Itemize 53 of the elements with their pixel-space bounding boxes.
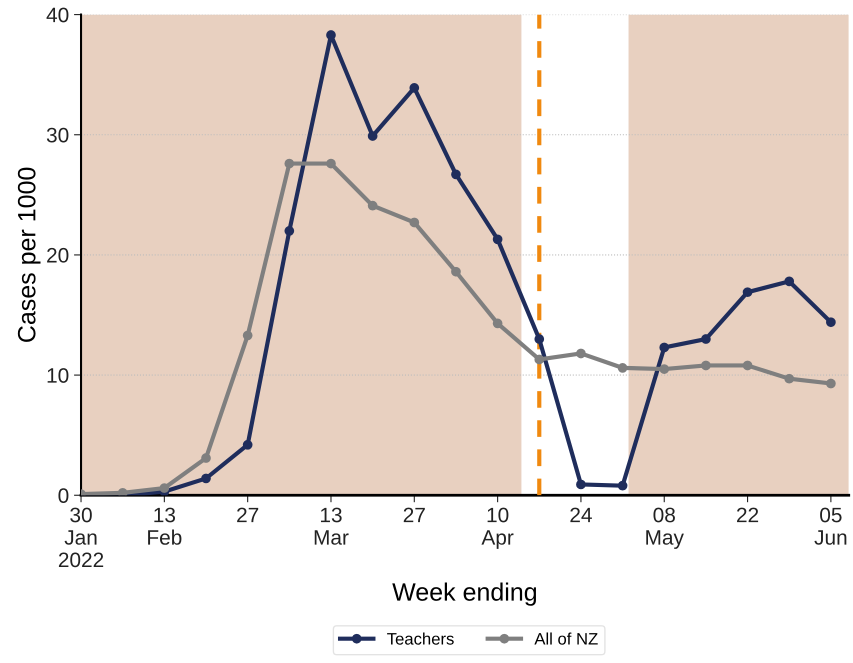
x-tick-label: 08 May xyxy=(646,508,684,549)
point xyxy=(784,276,794,286)
point xyxy=(409,83,420,93)
y-tick-label: 10 xyxy=(48,368,68,383)
point xyxy=(284,158,294,168)
point xyxy=(368,131,378,141)
point xyxy=(201,453,211,463)
point xyxy=(409,218,420,228)
point xyxy=(201,474,211,484)
y-axis-title: Cases per 1000 xyxy=(18,168,41,342)
point xyxy=(326,30,336,40)
point xyxy=(618,480,628,491)
point xyxy=(451,266,461,277)
point xyxy=(534,334,544,344)
point xyxy=(492,318,502,328)
point xyxy=(826,378,836,388)
legend-label: Teachers xyxy=(387,632,454,645)
point xyxy=(576,348,586,358)
point xyxy=(701,334,711,344)
point xyxy=(576,480,586,490)
point xyxy=(326,158,336,168)
point xyxy=(701,360,711,370)
x-tick-label: 10 Apr xyxy=(481,508,514,549)
y-tick-label: 30 xyxy=(46,128,68,143)
point xyxy=(368,200,378,211)
y-tick-label: 0 xyxy=(58,488,68,504)
legend-label: All of NZ xyxy=(534,632,598,645)
x-tick-label: 27 xyxy=(237,508,258,522)
point xyxy=(659,364,670,374)
x-tick-label: 27 xyxy=(404,508,425,522)
point xyxy=(118,488,128,496)
y-tick-label: 20 xyxy=(47,248,68,263)
y-tick-label: 40 xyxy=(46,8,68,22)
x-tick-label: 22 xyxy=(737,508,758,522)
point xyxy=(159,483,170,493)
point xyxy=(534,354,544,364)
point xyxy=(492,234,502,244)
point xyxy=(242,440,253,450)
point xyxy=(742,360,752,370)
x-tick-label: 13 Feb xyxy=(148,508,182,545)
x-tick-label: 05 Jun xyxy=(814,508,846,545)
x-tick-label: 30 Jan 2022 xyxy=(58,508,104,568)
point xyxy=(618,363,628,373)
x-tick-label: 24 xyxy=(570,508,592,522)
point xyxy=(784,374,794,384)
point xyxy=(659,342,670,352)
point xyxy=(284,226,294,236)
point xyxy=(742,287,752,298)
point xyxy=(242,330,253,340)
point xyxy=(826,317,836,328)
x-tick-label: 13 Mar xyxy=(314,508,349,545)
point xyxy=(451,170,461,180)
x-axis-title: Week ending xyxy=(392,582,536,606)
